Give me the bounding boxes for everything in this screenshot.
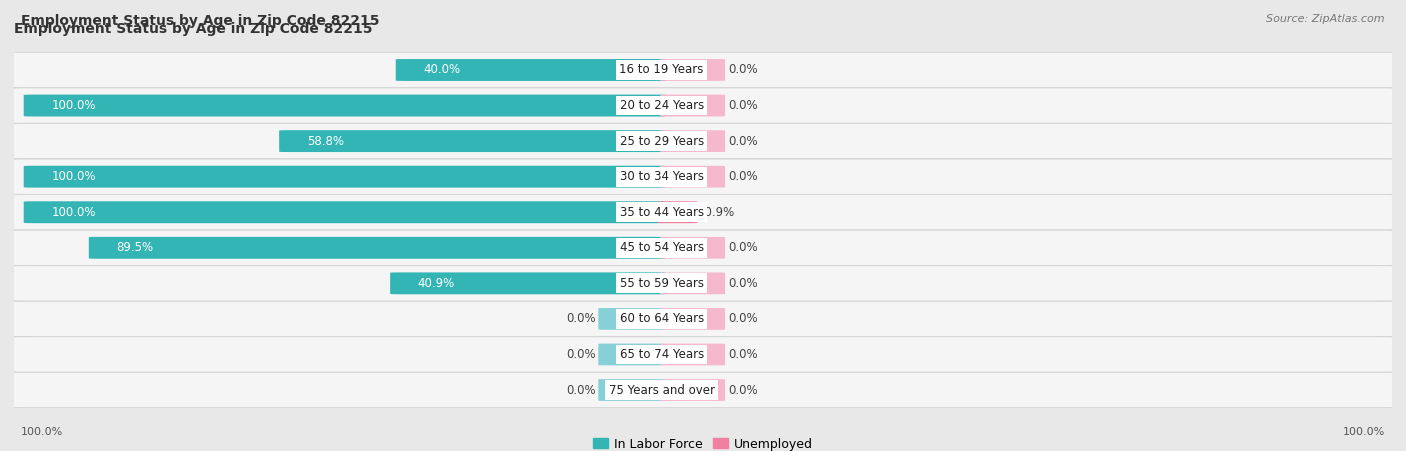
Text: 30 to 34 Years: 30 to 34 Years xyxy=(620,170,703,183)
FancyBboxPatch shape xyxy=(7,266,1399,301)
Text: 55 to 59 Years: 55 to 59 Years xyxy=(620,277,703,290)
FancyBboxPatch shape xyxy=(661,166,725,188)
Text: Employment Status by Age in Zip Code 82215: Employment Status by Age in Zip Code 822… xyxy=(21,14,380,28)
FancyBboxPatch shape xyxy=(395,59,666,81)
Text: 100.0%: 100.0% xyxy=(51,99,96,112)
FancyBboxPatch shape xyxy=(7,337,1399,372)
FancyBboxPatch shape xyxy=(661,237,725,259)
FancyBboxPatch shape xyxy=(661,59,725,81)
FancyBboxPatch shape xyxy=(24,95,666,116)
Text: Employment Status by Age in Zip Code 82215: Employment Status by Age in Zip Code 822… xyxy=(14,22,373,36)
FancyBboxPatch shape xyxy=(599,379,664,401)
Text: 40.0%: 40.0% xyxy=(423,64,460,77)
FancyBboxPatch shape xyxy=(661,95,725,116)
FancyBboxPatch shape xyxy=(661,344,725,365)
Text: 40.9%: 40.9% xyxy=(418,277,456,290)
FancyBboxPatch shape xyxy=(7,52,1399,87)
Text: 89.5%: 89.5% xyxy=(117,241,153,254)
FancyBboxPatch shape xyxy=(7,88,1399,123)
Text: 65 to 74 Years: 65 to 74 Years xyxy=(620,348,704,361)
Text: 0.0%: 0.0% xyxy=(728,170,758,183)
Text: 16 to 19 Years: 16 to 19 Years xyxy=(620,64,704,77)
FancyBboxPatch shape xyxy=(599,308,664,330)
Legend: In Labor Force, Unemployed: In Labor Force, Unemployed xyxy=(591,435,815,451)
Text: 45 to 54 Years: 45 to 54 Years xyxy=(620,241,704,254)
Text: 75 Years and over: 75 Years and over xyxy=(609,383,714,396)
Text: 100.0%: 100.0% xyxy=(51,206,96,219)
Text: Source: ZipAtlas.com: Source: ZipAtlas.com xyxy=(1267,14,1385,23)
FancyBboxPatch shape xyxy=(661,308,725,330)
Text: 0.0%: 0.0% xyxy=(728,348,758,361)
FancyBboxPatch shape xyxy=(661,379,725,401)
FancyBboxPatch shape xyxy=(599,344,664,365)
Text: 58.8%: 58.8% xyxy=(307,134,343,147)
FancyBboxPatch shape xyxy=(7,195,1399,230)
Text: 35 to 44 Years: 35 to 44 Years xyxy=(620,206,704,219)
FancyBboxPatch shape xyxy=(7,124,1399,159)
FancyBboxPatch shape xyxy=(7,230,1399,265)
Text: 0.0%: 0.0% xyxy=(728,241,758,254)
Text: 0.0%: 0.0% xyxy=(728,64,758,77)
Text: 0.0%: 0.0% xyxy=(565,313,596,326)
FancyBboxPatch shape xyxy=(24,201,666,223)
Text: 100.0%: 100.0% xyxy=(1343,428,1385,437)
Text: 20 to 24 Years: 20 to 24 Years xyxy=(620,99,704,112)
FancyBboxPatch shape xyxy=(658,201,697,223)
FancyBboxPatch shape xyxy=(89,237,666,259)
Text: 0.0%: 0.0% xyxy=(728,313,758,326)
FancyBboxPatch shape xyxy=(661,272,725,294)
FancyBboxPatch shape xyxy=(7,373,1399,408)
Text: 60 to 64 Years: 60 to 64 Years xyxy=(620,313,704,326)
FancyBboxPatch shape xyxy=(24,166,666,188)
Text: 100.0%: 100.0% xyxy=(51,170,96,183)
FancyBboxPatch shape xyxy=(7,159,1399,194)
Text: 0.0%: 0.0% xyxy=(728,99,758,112)
Text: 0.0%: 0.0% xyxy=(728,383,758,396)
FancyBboxPatch shape xyxy=(7,301,1399,336)
FancyBboxPatch shape xyxy=(280,130,666,152)
Text: 0.0%: 0.0% xyxy=(728,277,758,290)
Text: 25 to 29 Years: 25 to 29 Years xyxy=(620,134,704,147)
FancyBboxPatch shape xyxy=(389,272,666,295)
Text: 10.9%: 10.9% xyxy=(697,206,735,219)
Text: 0.0%: 0.0% xyxy=(565,348,596,361)
Text: 0.0%: 0.0% xyxy=(565,383,596,396)
Text: 0.0%: 0.0% xyxy=(728,134,758,147)
Text: 100.0%: 100.0% xyxy=(21,428,63,437)
FancyBboxPatch shape xyxy=(661,130,725,152)
